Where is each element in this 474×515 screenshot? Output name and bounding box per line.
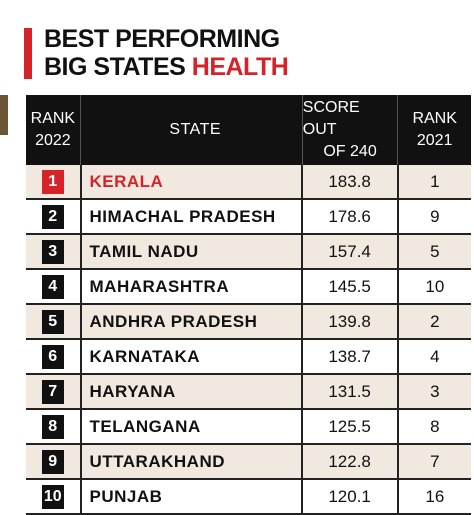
side-tab <box>0 95 8 135</box>
score-cell: 120.1 <box>303 480 399 513</box>
rank-badge: 3 <box>41 239 64 264</box>
row: 4 MAHARASHTRA 145.5 10 <box>26 270 471 305</box>
score-cell: 131.5 <box>303 375 399 408</box>
prev-rank-cell: 8 <box>430 416 440 436</box>
rank-cell: 10 <box>26 480 82 513</box>
rank-cell: 9 <box>26 445 82 478</box>
rank-cell: 6 <box>26 340 82 373</box>
header-cell: SCORE OUT OF 240 <box>303 95 399 165</box>
header-text: 2022 <box>35 132 71 149</box>
header-cell: RANK 2021 <box>398 95 471 165</box>
state-cell: ANDHRA PRADESH <box>82 305 303 338</box>
table: RANK 2022 STATE SCORE OUT OF 240 RANK 2021 1 KER… <box>26 95 471 515</box>
prev-rank-cell: 4 <box>430 346 440 366</box>
state-cell: KARNATAKA <box>82 340 303 373</box>
score-cell: 122.8 <box>303 445 399 478</box>
state-cell: KERALA <box>82 165 303 198</box>
state-cell: HIMACHAL PRADESH <box>82 200 303 233</box>
prev-rank-cell: 3 <box>430 381 440 401</box>
prev-rank-cell: 5 <box>430 241 440 261</box>
state-cell: MAHARASHTRA <box>82 270 303 303</box>
score-cell: 138.7 <box>303 340 399 373</box>
header-text: OF 240 <box>323 143 377 160</box>
title-highlight: HEALTH <box>191 53 289 81</box>
rank-badge: 10 <box>41 484 64 509</box>
title-text: BIG STATES <box>44 53 186 81</box>
header-text: STATE <box>169 121 222 138</box>
prev-rank-cell: 10 <box>425 276 445 296</box>
state-cell: PUNJAB <box>82 480 303 513</box>
header-cell: RANK 2022 <box>26 95 81 165</box>
rank-badge: 6 <box>41 344 64 369</box>
rank-badge: 2 <box>41 204 64 229</box>
rank-cell: 7 <box>26 375 82 408</box>
rank-badge: 8 <box>41 414 64 439</box>
state-cell: HARYANA <box>82 375 303 408</box>
row: 10 PUNJAB 120.1 16 <box>26 480 471 515</box>
row: 2 HIMACHAL PRADESH 178.6 9 <box>26 200 471 235</box>
header-text: RANK <box>30 110 76 127</box>
score-cell: 178.6 <box>303 200 399 233</box>
title: BEST PERFORMING BIG STATES HEALTH <box>44 25 289 81</box>
prev-rank-cell: 16 <box>425 486 445 506</box>
header-cell: STATE <box>81 95 303 165</box>
row: 1 KERALA 183.8 1 <box>26 165 471 200</box>
score-cell: 125.5 <box>303 410 399 443</box>
rank-cell: 5 <box>26 305 82 338</box>
title-line: BIG STATES HEALTH <box>44 53 289 81</box>
rank-cell: 1 <box>26 165 82 198</box>
prev-rank-cell: 7 <box>430 451 440 471</box>
score-cell: 183.8 <box>303 165 399 198</box>
prev-rank-cell: 1 <box>430 171 440 191</box>
score-cell: 157.4 <box>303 235 399 268</box>
prev-rank-cell: 9 <box>430 206 440 226</box>
header-text: SCORE OUT <box>302 99 360 138</box>
header-text: 2021 <box>416 132 453 149</box>
state-cell: TAMIL NADU <box>82 235 303 268</box>
rank-badge: 5 <box>41 309 64 334</box>
header-row: RANK 2022 STATE SCORE OUT OF 240 RANK 2021 <box>26 95 471 165</box>
rank-cell: 2 <box>26 200 82 233</box>
row: 3 TAMIL NADU 157.4 5 <box>26 235 471 270</box>
score-cell: 139.8 <box>303 305 399 338</box>
row: 9 UTTARAKHAND 122.8 7 <box>26 445 471 480</box>
title-line: BEST PERFORMING <box>44 25 280 53</box>
rank-badge: 9 <box>41 449 64 474</box>
rank-badge: 7 <box>41 379 64 404</box>
row: 7 HARYANA 131.5 3 <box>26 375 471 410</box>
header-text: RANK <box>412 110 457 127</box>
row: 6 KARNATAKA 138.7 4 <box>26 340 471 375</box>
score-cell: 145.5 <box>303 270 399 303</box>
prev-rank-cell: 2 <box>430 311 440 331</box>
accent-bar <box>24 28 32 79</box>
rank-cell: 3 <box>26 235 82 268</box>
rank-cell: 4 <box>26 270 82 303</box>
state-cell: UTTARAKHAND <box>82 445 303 478</box>
rank-badge: 4 <box>41 274 64 299</box>
row: 8 TELANGANA 125.5 8 <box>26 410 471 445</box>
rank-badge: 1 <box>41 169 64 194</box>
row: 5 ANDHRA PRADESH 139.8 2 <box>26 305 471 340</box>
state-cell: TELANGANA <box>82 410 303 443</box>
rank-cell: 8 <box>26 410 82 443</box>
